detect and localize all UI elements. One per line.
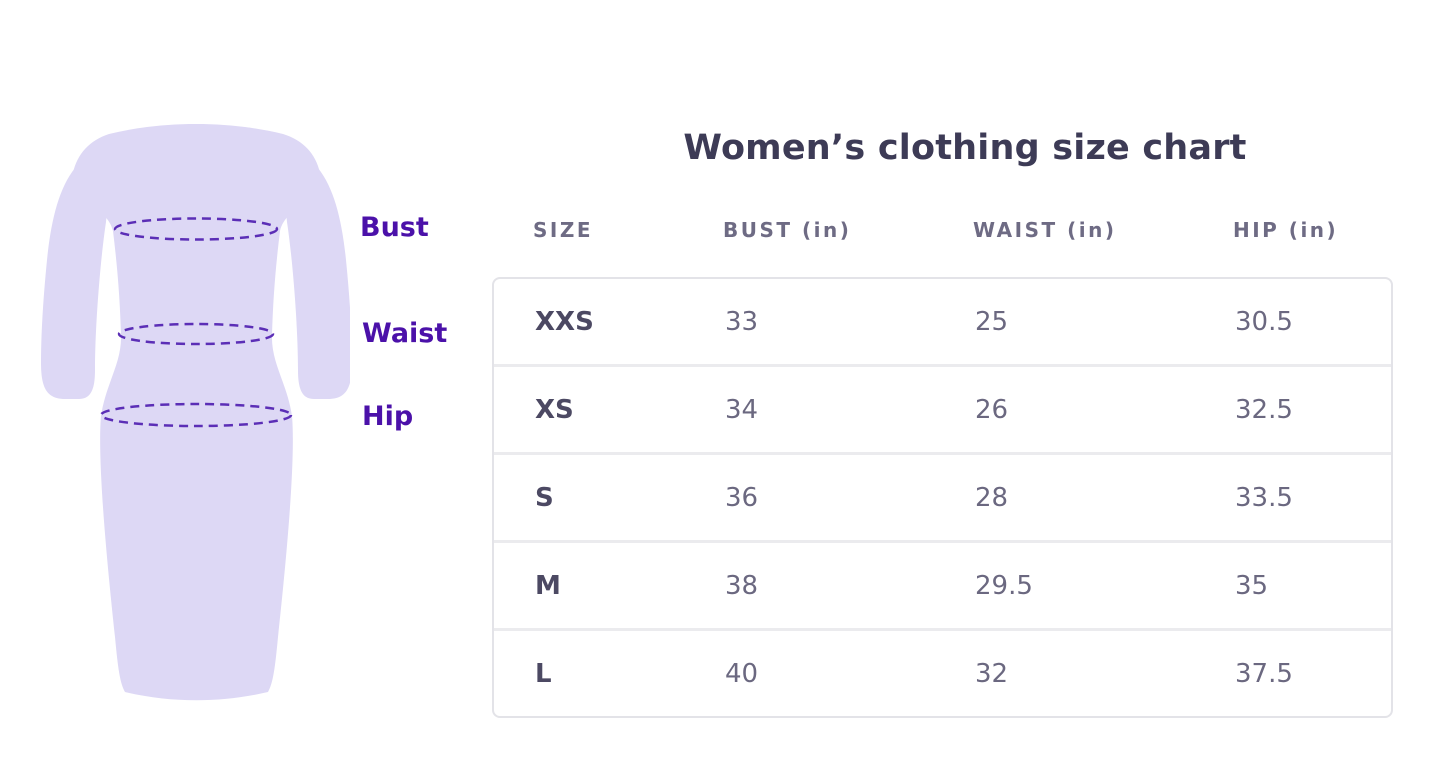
size-cell: S <box>535 482 554 513</box>
hip-cell: 37.5 <box>1235 658 1293 689</box>
table-row: XXS 33 25 30.5 <box>494 279 1391 364</box>
dress-left-sleeve <box>41 168 107 399</box>
size-table: XXS 33 25 30.5 XS 34 26 32.5 S 36 28 33.… <box>492 277 1393 718</box>
waist-cell: 28 <box>975 482 1009 513</box>
column-header-bust: BUST (in) <box>723 218 852 242</box>
hip-cell: 30.5 <box>1235 306 1293 337</box>
waist-label: Waist <box>362 318 448 349</box>
table-row: S 36 28 33.5 <box>494 452 1391 540</box>
bust-cell: 33 <box>725 306 759 337</box>
bust-cell: 34 <box>725 394 759 425</box>
table-row: XS 34 26 32.5 <box>494 364 1391 452</box>
table-header-row: SIZE BUST (in) WAIST (in) HIP (in) <box>492 218 1393 242</box>
waist-cell: 32 <box>975 658 1009 689</box>
table-row: L 40 32 37.5 <box>494 628 1391 716</box>
hip-cell: 32.5 <box>1235 394 1293 425</box>
dress-body-shape <box>72 124 321 701</box>
size-cell: XS <box>535 394 574 425</box>
hip-cell: 35 <box>1235 570 1269 601</box>
bust-label: Bust <box>360 212 429 243</box>
hip-cell: 33.5 <box>1235 482 1293 513</box>
waist-cell: 29.5 <box>975 570 1033 601</box>
bust-measure-line <box>113 217 279 241</box>
column-header-waist: WAIST (in) <box>973 218 1117 242</box>
waist-measure-line <box>117 322 275 346</box>
waist-cell: 26 <box>975 394 1009 425</box>
page-title: Women’s clothing size chart <box>683 128 1247 169</box>
size-cell: XXS <box>535 306 594 337</box>
size-cell: L <box>535 658 552 689</box>
bust-cell: 38 <box>725 570 759 601</box>
bust-cell: 36 <box>725 482 759 513</box>
bust-cell: 40 <box>725 658 759 689</box>
waist-cell: 25 <box>975 306 1009 337</box>
hip-measure-line <box>99 402 293 428</box>
column-header-hip: HIP (in) <box>1233 218 1339 242</box>
dress-illustration <box>41 124 350 701</box>
column-header-size: SIZE <box>533 218 594 242</box>
hip-label: Hip <box>362 401 414 432</box>
dress-right-sleeve <box>286 168 350 399</box>
size-cell: M <box>535 570 561 601</box>
table-row: M 38 29.5 35 <box>494 540 1391 628</box>
